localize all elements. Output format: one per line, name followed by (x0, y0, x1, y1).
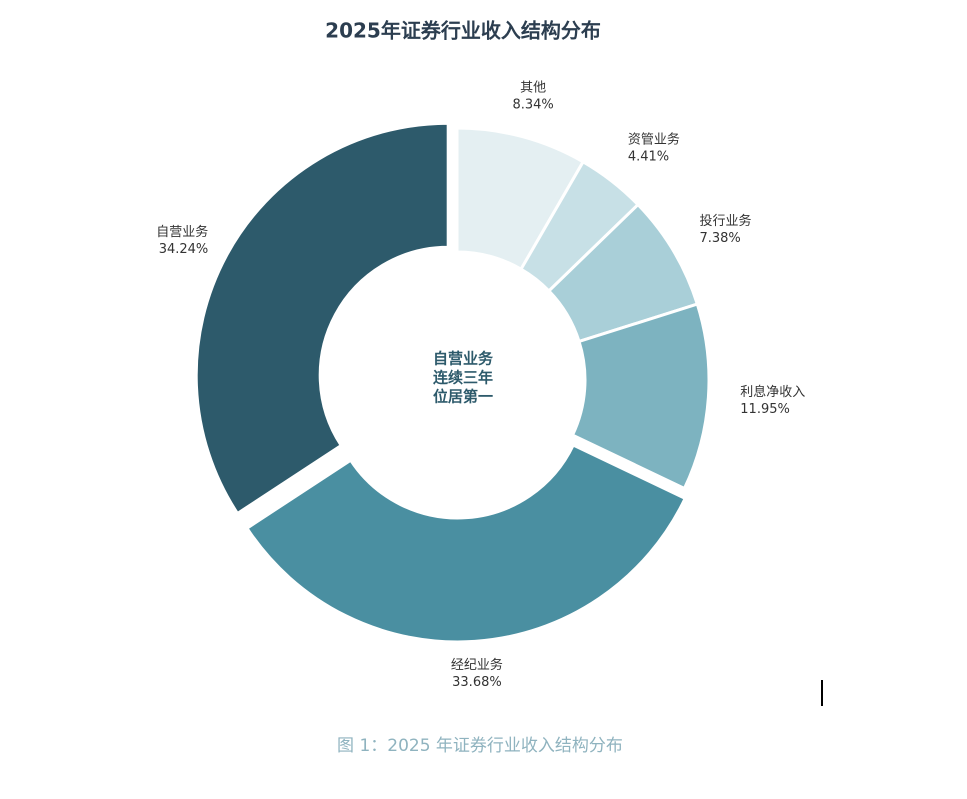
value-label: 7.38% (699, 231, 740, 246)
slice-label: 投行业务 (699, 213, 751, 229)
center-text: 自营业务 (433, 350, 494, 368)
donut-slice (244, 443, 688, 644)
center-text: 位居第一 (433, 388, 493, 406)
chart-title: 2025年证券行业收入结构分布 (325, 19, 601, 43)
slice-label: 经纪业务 (451, 657, 503, 673)
slice-label: 利息净收入 (740, 384, 805, 400)
caption: 图 1：2025 年证券行业收入结构分布 (337, 736, 623, 756)
value-label: 4.41% (628, 150, 669, 165)
slice-label: 其他 (520, 81, 546, 96)
donut-slice (570, 302, 711, 491)
value-label: 33.68% (452, 675, 502, 690)
center-text: 连续三年 (433, 369, 493, 387)
value-label: 11.95% (740, 402, 790, 417)
slice-label: 资管业务 (628, 132, 680, 148)
value-label: 8.34% (512, 98, 553, 113)
slice-label: 自营业务 (156, 224, 208, 240)
value-label: 34.24% (159, 242, 209, 257)
donut-slice (194, 121, 450, 516)
